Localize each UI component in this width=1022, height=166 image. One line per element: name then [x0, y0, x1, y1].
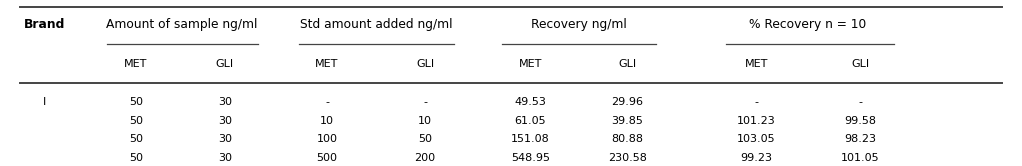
Text: 50: 50	[129, 153, 143, 163]
Text: 151.08: 151.08	[511, 134, 550, 144]
Text: 50: 50	[418, 134, 432, 144]
Text: -: -	[325, 97, 329, 107]
Text: Amount of sample ng/ml: Amount of sample ng/ml	[106, 18, 258, 31]
Text: 30: 30	[218, 153, 232, 163]
Text: 10: 10	[320, 116, 334, 126]
Text: GLI: GLI	[216, 59, 234, 69]
Text: 98.23: 98.23	[844, 134, 877, 144]
Text: MET: MET	[316, 59, 338, 69]
Text: 230.58: 230.58	[608, 153, 647, 163]
Text: 30: 30	[218, 116, 232, 126]
Text: 39.85: 39.85	[611, 116, 644, 126]
Text: 101.23: 101.23	[737, 116, 776, 126]
Text: 99.58: 99.58	[844, 116, 877, 126]
Text: 10: 10	[418, 116, 432, 126]
Text: Brand: Brand	[25, 18, 65, 31]
Text: 29.96: 29.96	[611, 97, 644, 107]
Text: 61.05: 61.05	[515, 116, 546, 126]
Text: 100: 100	[317, 134, 337, 144]
Text: GLI: GLI	[618, 59, 637, 69]
Text: 80.88: 80.88	[611, 134, 644, 144]
Text: MET: MET	[125, 59, 147, 69]
Text: -: -	[858, 97, 863, 107]
Text: GLI: GLI	[416, 59, 434, 69]
Text: 200: 200	[415, 153, 435, 163]
Text: -: -	[754, 97, 758, 107]
Text: 49.53: 49.53	[514, 97, 547, 107]
Text: 101.05: 101.05	[841, 153, 880, 163]
Text: 548.95: 548.95	[511, 153, 550, 163]
Text: 103.05: 103.05	[737, 134, 776, 144]
Text: 50: 50	[129, 97, 143, 107]
Text: 500: 500	[317, 153, 337, 163]
Text: GLI: GLI	[851, 59, 870, 69]
Text: Recovery ng/ml: Recovery ng/ml	[530, 18, 626, 31]
Text: Std amount added ng/ml: Std amount added ng/ml	[299, 18, 453, 31]
Text: 99.23: 99.23	[740, 153, 773, 163]
Text: 30: 30	[218, 134, 232, 144]
Text: 30: 30	[218, 97, 232, 107]
Text: % Recovery n = 10: % Recovery n = 10	[749, 18, 866, 31]
Text: I: I	[43, 97, 47, 107]
Text: MET: MET	[519, 59, 542, 69]
Text: MET: MET	[745, 59, 768, 69]
Text: 50: 50	[129, 134, 143, 144]
Text: -: -	[423, 97, 427, 107]
Text: 50: 50	[129, 116, 143, 126]
